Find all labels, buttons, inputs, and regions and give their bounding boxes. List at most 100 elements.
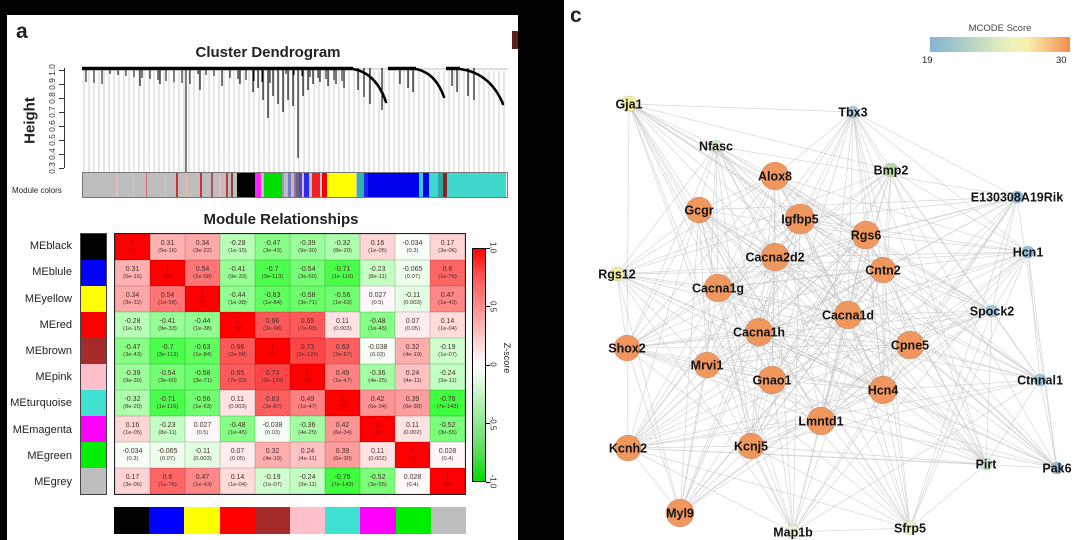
cell-correlation-value: 0.24 [405,370,420,378]
ytick-mark [59,125,64,127]
network-edge [771,251,1029,381]
cell-correlation-value: 0.65 [300,318,315,326]
network-edge [750,196,1018,447]
network-edge [771,256,776,381]
network-edge [792,251,1029,533]
cell-correlation-value: 0.39 [405,396,420,404]
dendrogram-ylabel: Height [21,97,39,144]
network-edge [679,445,752,514]
module-color-segment [296,173,299,197]
module-color-segment [132,173,135,197]
network-edge [626,269,884,349]
network-edge [628,103,717,147]
gene-node-label: E130308A19Rik [971,191,1063,205]
cell-pvalue: (0) [303,377,312,384]
panel-divider-strip [518,0,564,540]
cell-correlation-value: 0.11 [405,422,420,430]
network-edge [626,347,752,447]
network-edge [717,175,776,289]
network-edge [750,445,794,533]
network-edge [750,379,1041,447]
heatmap-cell: 0.17 (3e-06) [430,234,465,260]
gene-node [1021,245,1035,259]
cell-correlation-value: -0.28 [229,240,246,248]
gene-node-label: Cacna2d2 [745,251,804,265]
module-color-segment [146,173,165,197]
module-color-segment [164,173,167,197]
cell-correlation-value: -0.24 [439,370,456,378]
heatmap-cell: 0.66 (2e-98) [255,312,290,338]
heatmap-cell: -0.58 (3e-71) [290,286,325,312]
network-edge [890,169,987,465]
network-edge [758,331,1041,381]
network-edge [628,103,719,289]
network-edge [706,310,993,366]
cell-pvalue: (0) [443,481,452,488]
cell-correlation-value: 0.66 [265,318,280,326]
cell-pvalue: (3e-11) [438,377,457,384]
zscore-tick-mark [486,364,490,366]
network-edge [774,175,1041,381]
network-edge [616,273,681,514]
cell-correlation-value: -0.23 [369,266,386,274]
heatmap-cell: 0.47 (1e-43) [430,286,465,312]
heatmap-cell: 0.6 (1e-76) [430,260,465,286]
network-edge [698,209,911,346]
network-edge [774,111,854,177]
network-edge [616,169,892,275]
cell-pvalue: (3e-55) [368,481,387,488]
gene-node-label: Gcgr [684,204,713,218]
cell-pvalue: (0.5) [371,299,384,306]
network-edge [771,314,849,381]
heatmap-cell: 0.34 (3e-22) [115,286,150,312]
gene-node-label: Hcn1 [1013,246,1044,260]
network-edge [750,256,776,447]
heatmap-cell: -0.23 (8e-11) [360,260,395,286]
cell-correlation-value: 0.34 [125,292,140,300]
cell-pvalue: (0.003) [403,299,422,306]
gene-node-label: Rgs12 [598,268,636,282]
gene-node-label: Bmp2 [874,164,909,178]
heatmap-cell: -0.39 (9e-30) [290,234,325,260]
heatmap-cell: -0.36 (4e-25) [290,416,325,442]
network-edge [706,314,849,366]
gene-node [685,196,713,224]
network-edge [750,344,911,447]
cell-pvalue: (0.002) [368,455,387,462]
network-edge [820,344,911,422]
cell-pvalue: (4e-25) [298,429,317,436]
heatmap-cell: -0.23 (8e-11) [150,416,185,442]
gene-node [693,351,721,379]
heatmap-cell: 0.16 (1e-05) [115,416,150,442]
heatmap-cell: 0.24 (4e-11) [290,442,325,468]
heatmap-cell: -0.41 (9e-33) [150,312,185,338]
network-edge [717,287,752,447]
gene-node-label: Ctnnal1 [1017,374,1063,388]
heatmap-cell: 1 (0) [360,416,395,442]
cell-pvalue: (1e-43) [193,481,212,488]
heatmap-cell: 0.39 (6e-30) [325,442,360,468]
cell-correlation-value: -0.71 [334,266,351,274]
cell-correlation-value: -0.52 [369,474,386,482]
cell-pvalue: (0.03) [369,351,386,358]
cell-correlation-value: 0.39 [335,448,350,456]
cell-correlation-value: 0.11 [230,396,245,404]
module-color-segment [418,173,423,197]
zscore-tick-mark [486,306,490,307]
network-edge [909,310,993,346]
module-color-segment [284,173,289,197]
network-edge [626,347,681,514]
heatmap-cell: -0.7 (3e-113) [255,260,290,286]
heatmap-cell: -0.7 (3e-113) [150,338,185,364]
network-edge [626,175,776,349]
cell-correlation-value: -0.76 [439,396,456,404]
bottom-module-color [290,507,326,534]
gene-node-label: Hcn4 [868,384,899,398]
gene-node-label: Kcnh2 [609,442,647,456]
cell-pvalue: (7e-143) [436,403,459,410]
network-edge [750,445,911,529]
ytick-mark [59,139,64,141]
cell-pvalue: (0) [128,247,137,254]
module-color-segment [201,173,211,197]
